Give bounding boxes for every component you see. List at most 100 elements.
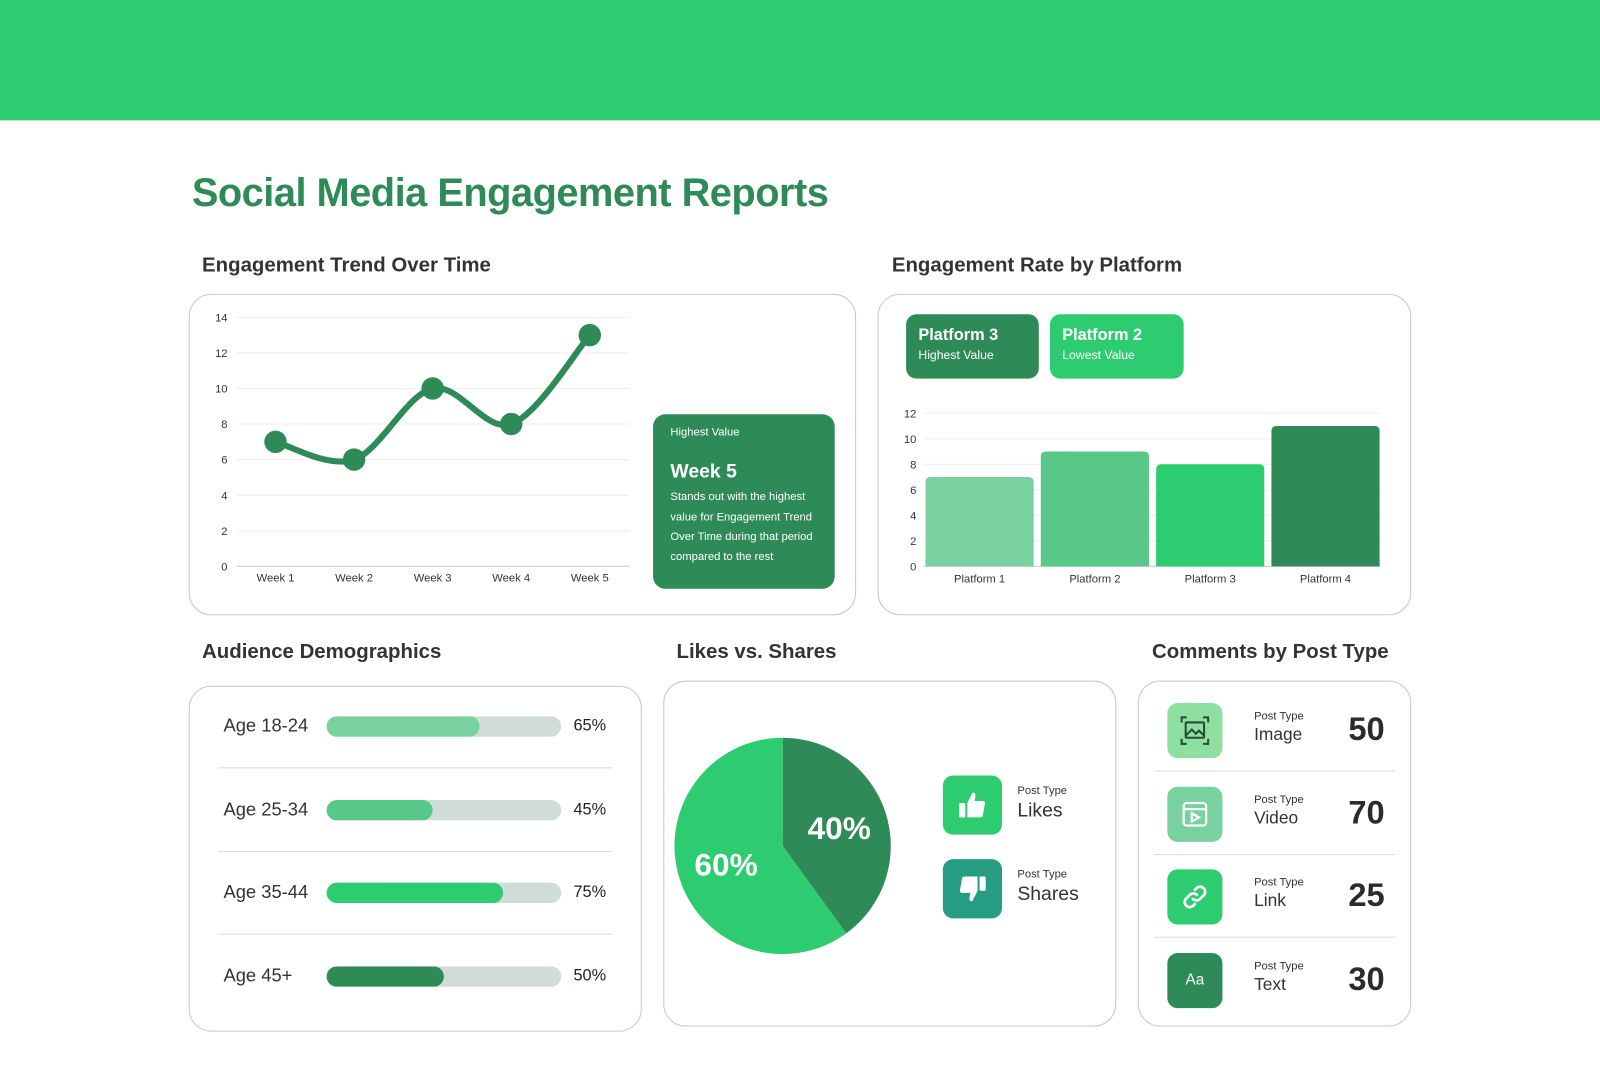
x-tick-label: Platform 2 <box>1069 574 1120 586</box>
progress-track <box>326 882 562 904</box>
post-type-label: Image <box>1254 724 1303 744</box>
y-tick-label: 6 <box>221 455 227 467</box>
callout-description: Stands out with the highest value for En… <box>670 490 813 563</box>
y-tick-label: 8 <box>221 419 227 431</box>
likes-title: Likes vs. Shares <box>676 640 837 664</box>
post-type-caption: Post Type <box>1254 959 1304 972</box>
comment-count: 30 <box>1348 959 1385 997</box>
divider <box>1154 853 1395 855</box>
divider <box>218 850 613 852</box>
x-tick-label: Platform 4 <box>1300 574 1351 586</box>
data-point <box>264 430 287 454</box>
callout-value: Week 5 <box>670 461 737 483</box>
post-type-label: Link <box>1254 890 1286 911</box>
y-tick-label: 6 <box>910 485 916 497</box>
y-tick-label: 12 <box>215 348 227 360</box>
pie-slice-shares <box>782 737 891 934</box>
percent-label: 45% <box>573 800 607 818</box>
likes-legend: Post Type Likes <box>1017 785 1067 823</box>
pie-slice-likes <box>674 737 847 955</box>
percent-label: 65% <box>573 717 607 735</box>
y-tick-label: 14 <box>215 312 227 324</box>
data-point <box>342 448 366 471</box>
post-type-info: Post Type Link <box>1254 877 1304 912</box>
comments-title: Comments by Post Type <box>1152 640 1389 664</box>
progress-fill <box>326 882 503 904</box>
comment-count: 70 <box>1348 793 1385 831</box>
thumbs-down-icon <box>942 859 1003 919</box>
bar <box>925 477 1034 567</box>
x-tick-label: Platform 3 <box>1185 574 1236 586</box>
video-icon <box>1167 786 1223 842</box>
data-point <box>578 323 602 347</box>
legend-label: Likes <box>1017 799 1063 822</box>
percent-label: 50% <box>573 966 607 985</box>
post-type-info: Post Type Text <box>1254 960 1304 995</box>
highest-platform-badge: Platform 3 Highest Value <box>906 314 1039 379</box>
highest-value-callout: Highest Value Week 5 Stands out with the… <box>653 414 835 589</box>
progress-fill <box>326 716 480 737</box>
pie-value-label: 40% <box>808 810 871 846</box>
progress-fill <box>326 965 444 987</box>
platform-title: Engagement Rate by Platform <box>891 254 1183 277</box>
divider <box>1154 936 1395 938</box>
y-tick-label: 2 <box>221 526 227 538</box>
post-type-caption: Post Type <box>1254 710 1304 723</box>
legend-caption: Post Type <box>1017 784 1068 797</box>
progress-track <box>326 799 562 820</box>
lowest-platform-badge: Platform 2 Lowest Value <box>1049 314 1184 379</box>
comment-count: 25 <box>1348 876 1385 914</box>
data-point <box>421 377 444 400</box>
header-banner <box>0 0 1600 121</box>
badge-caption: Highest Value <box>918 347 994 363</box>
bar <box>1040 451 1149 567</box>
badge-caption: Lowest Value <box>1062 347 1135 363</box>
y-tick-label: 10 <box>215 384 227 396</box>
age-label: Age 45+ <box>223 964 293 986</box>
demographics-title: Audience Demographics <box>202 640 442 664</box>
divider <box>1154 770 1395 772</box>
y-tick-label: 4 <box>910 510 916 522</box>
comment-count: 50 <box>1348 710 1385 747</box>
y-tick-label: 8 <box>910 459 916 471</box>
age-label: Age 25-34 <box>223 798 309 819</box>
post-type-info: Post Type Video <box>1254 793 1304 828</box>
percent-label: 75% <box>573 883 607 902</box>
data-point <box>499 412 523 436</box>
thumbs-up-icon <box>942 775 1003 835</box>
text-icon: Aa <box>1167 952 1223 1008</box>
legend-caption: Post Type <box>1017 868 1068 881</box>
progress-fill <box>326 799 433 820</box>
link-icon <box>1167 869 1223 925</box>
x-tick-label: Week 5 <box>571 573 609 585</box>
x-tick-label: Week 4 <box>492 573 530 585</box>
progress-track <box>326 965 562 987</box>
y-tick-label: 10 <box>904 434 916 446</box>
pie-value-label: 60% <box>694 847 757 883</box>
post-type-info: Post Type Image <box>1254 710 1304 745</box>
x-tick-label: Platform 1 <box>954 574 1005 586</box>
legend-label: Shares <box>1017 883 1079 906</box>
y-tick-label: 0 <box>221 561 227 573</box>
y-tick-label: 12 <box>904 408 916 420</box>
y-tick-label: 2 <box>910 536 916 548</box>
divider <box>218 933 613 935</box>
y-tick-label: 0 <box>910 561 916 573</box>
bar <box>1271 426 1380 567</box>
post-type-label: Text <box>1254 973 1286 994</box>
y-tick-label: 4 <box>221 490 227 502</box>
trend-title: Engagement Trend Over Time <box>202 254 491 277</box>
age-label: Age 18-24 <box>223 715 309 736</box>
x-tick-label: Week 3 <box>414 573 452 585</box>
text-glyph: Aa <box>1185 971 1205 989</box>
divider <box>218 767 613 769</box>
shares-legend: Post Type Shares <box>1017 868 1078 906</box>
age-label: Age 35-44 <box>223 881 309 903</box>
x-tick-label: Week 2 <box>335 573 373 585</box>
image-icon <box>1167 703 1223 759</box>
post-type-label: Video <box>1254 807 1299 828</box>
post-type-caption: Post Type <box>1254 876 1304 889</box>
badge-name: Platform 2 <box>1062 326 1143 344</box>
